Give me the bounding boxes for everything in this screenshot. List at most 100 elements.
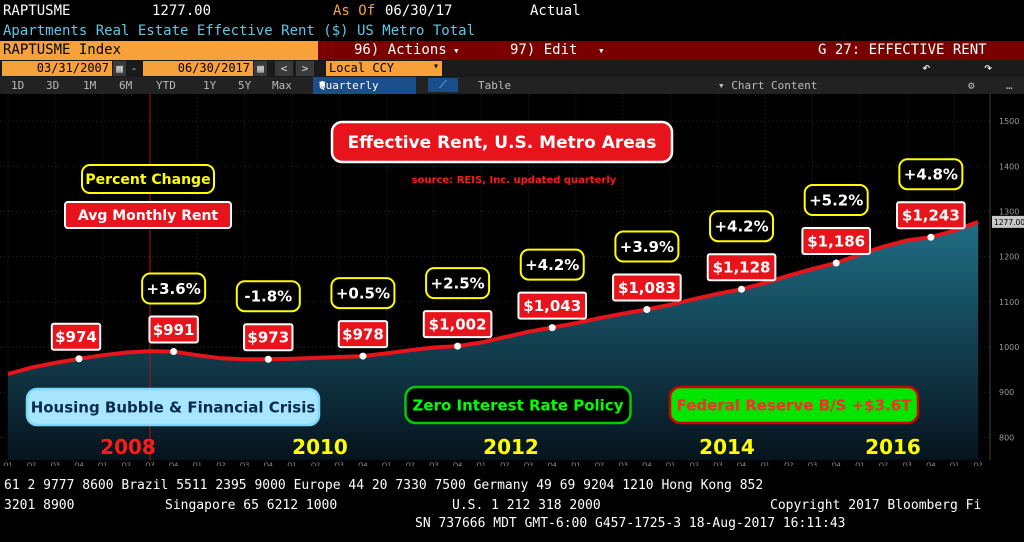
x-tick-label: Q2: [122, 461, 131, 466]
footer-contacts-line1: 61 2 9777 8600 Brazil 5511 2395 9000 Eur…: [4, 478, 764, 493]
percent-change-label-box: [330, 277, 396, 310]
function-bar: RAPTUSME Index 96) Actions ▾ 97) Edit ▾ …: [0, 41, 1024, 60]
data-point: [454, 342, 462, 350]
x-tick-label: Q1: [571, 461, 580, 466]
rent-label: $973: [243, 323, 294, 352]
x-tick-label: Q2: [27, 461, 36, 466]
x-tick-label: Q1: [477, 461, 486, 466]
index-name-box[interactable]: RAPTUSME Index: [0, 41, 318, 60]
line-chart-icon[interactable]: ⟋: [428, 78, 458, 92]
previous-period-button[interactable]: <: [275, 61, 293, 76]
rent-label-box: [896, 201, 966, 230]
percent-change-label-box: [803, 183, 869, 216]
x-tick-label: Q2: [595, 461, 604, 466]
redo-icon[interactable]: ↷: [984, 60, 993, 76]
data-point: [170, 348, 178, 356]
date-separator: -: [128, 61, 140, 76]
terminal-footer: 61 2 9777 8600 Brazil 5511 2395 9000 Eur…: [0, 476, 1024, 542]
range-6m[interactable]: 6M: [119, 79, 133, 92]
y-tick-label: 900: [999, 388, 1014, 397]
y-tick-label: 1200: [999, 253, 1019, 262]
x-axis: Q1 Q2 Q3 Q4 Q1 Q2 Q3 Q4 Q1 Q2 Q3 Q4 Q1 Q2 Q3 Q4 Q1 Q2 Q3 Q4…: [0, 461, 983, 477]
chart-area: 800 900 1000 1100 1200 1300 1400 1500 1277.00 Q1…: [0, 94, 1024, 477]
settings-icon[interactable]: ⚙: [968, 79, 975, 92]
range-ytd[interactable]: YTD: [156, 79, 176, 92]
calendar-icon[interactable]: ▦: [254, 61, 267, 76]
ticker[interactable]: RAPTUSME: [3, 3, 71, 19]
next-period-button[interactable]: >: [296, 61, 314, 76]
range-3d[interactable]: 3D: [46, 79, 60, 92]
actions-menu[interactable]: 96) Actions ▾: [330, 41, 462, 60]
data-point: [75, 355, 83, 363]
more-icon[interactable]: …: [1006, 79, 1013, 92]
edit-menu[interactable]: 97) Edit ▾: [470, 41, 610, 60]
mode-label[interactable]: Actual: [530, 3, 581, 19]
chevron-down-icon: ▾: [453, 44, 460, 57]
year-label: 2010: [292, 435, 348, 459]
start-date-field[interactable]: 03/31/2007: [2, 61, 112, 76]
chevron-down-icon: ▼: [319, 78, 326, 91]
x-tick-label: Q2: [311, 461, 320, 466]
x-tick-label: Q1: [287, 461, 296, 466]
range-max[interactable]: Max: [272, 79, 292, 92]
percent-change-label-text: +4.2%: [525, 256, 579, 274]
chart-title: Effective Rent, U.S. Metro Areas: [330, 120, 674, 164]
percent-change-label-box: [141, 272, 207, 305]
data-point: [738, 285, 746, 293]
range-5y[interactable]: 5Y: [238, 79, 252, 92]
rent-label-text: $1,083: [618, 279, 676, 297]
last-value-tag: [992, 215, 1024, 228]
x-tick-label: Q3: [240, 461, 249, 466]
x-tick-label: Q4: [358, 461, 367, 466]
percent-change-label: -1.8%: [235, 280, 301, 313]
era-label: Zero Interest Rate Policy: [404, 385, 632, 425]
undo-icon[interactable]: ↶: [922, 60, 931, 76]
percent-change-label-box: [709, 210, 775, 243]
range-1m[interactable]: 1M: [83, 79, 97, 92]
era-label-box: [404, 385, 632, 425]
table-button[interactable]: Table: [478, 79, 512, 92]
graph-name-label: G 27: EFFECTIVE RENT: [818, 42, 987, 58]
rent-label-text: $973: [247, 329, 289, 347]
x-tick-label: Q1: [950, 461, 959, 466]
x-tick-label: Q4: [832, 461, 841, 466]
percent-change-label-box: [425, 267, 491, 300]
year-label: 2014: [699, 435, 755, 459]
x-tick-label: Q4: [737, 461, 746, 466]
currency-select[interactable]: Local CCY ▾: [326, 61, 442, 76]
footer-contacts-line2-mid: Singapore 65 6212 1000: [165, 498, 338, 513]
as-of-date[interactable]: 06/30/17: [385, 3, 453, 19]
percent-change-label-box: [898, 158, 964, 191]
y-tick-label: 1400: [999, 162, 1019, 171]
percent-change-label-text: +4.2%: [714, 218, 768, 236]
security-description-row: Apartments Real Estate Effective Rent ($…: [0, 22, 1024, 41]
range-1d[interactable]: 1D: [11, 79, 25, 92]
percent-change-label: +4.2%: [519, 248, 585, 281]
legend-avg-monthly-rent-box: [64, 201, 232, 229]
graph-name: G 27: EFFECTIVE RENT: [818, 41, 1018, 60]
rent-label: $978: [337, 320, 389, 349]
end-date-field[interactable]: 06/30/2017: [143, 61, 253, 76]
chart-content-menu[interactable]: ▾ Chart Content: [718, 79, 817, 92]
x-tick-label: Q3: [524, 461, 533, 466]
x-tick-label: Q2: [879, 461, 888, 466]
percent-change-label-text: +5.2%: [809, 191, 863, 209]
x-tick-label: Q3: [429, 461, 438, 466]
x-tick-label: Q2: [216, 461, 225, 466]
range-1y[interactable]: 1Y: [203, 79, 217, 92]
x-tick-label: Q3: [619, 461, 628, 466]
percent-change-label-box: [519, 248, 585, 281]
actions-label: 96) Actions: [354, 42, 447, 58]
calendar-icon[interactable]: ▦: [113, 61, 126, 76]
x-tick-label: Q2: [784, 461, 793, 466]
x-tick-label: Q3: [335, 461, 344, 466]
percent-change-label: +2.5%: [425, 267, 491, 300]
data-point: [359, 352, 367, 360]
y-tick-label: 1300: [999, 207, 1019, 216]
last-value-tag-label: 1277.00: [994, 218, 1024, 227]
period-select[interactable]: Quarterly ▼: [313, 77, 416, 94]
percent-change-label-text: +2.5%: [431, 275, 485, 293]
rent-label-box: [243, 323, 294, 352]
era-label: Federal Reserve B/S +$3.6T: [668, 385, 920, 425]
era-label-text: Zero Interest Rate Policy: [413, 396, 624, 414]
